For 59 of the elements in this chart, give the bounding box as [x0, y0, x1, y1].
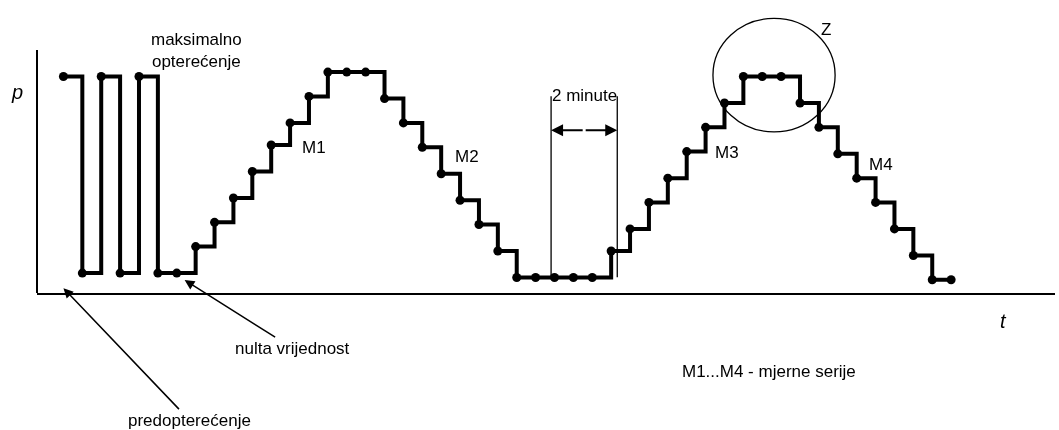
- point: [606, 246, 616, 256]
- point: [266, 140, 276, 150]
- point: [342, 67, 352, 77]
- point: [663, 173, 673, 183]
- point: [228, 193, 238, 203]
- text: predopterećenje: [128, 411, 251, 430]
- point: [701, 122, 711, 132]
- point: [361, 67, 371, 77]
- point: [134, 72, 144, 82]
- point: [455, 195, 465, 205]
- text: nulta vrijednost: [235, 339, 350, 358]
- point: [550, 273, 559, 283]
- point: [493, 246, 503, 256]
- point: [946, 275, 956, 285]
- point: [96, 72, 106, 82]
- point: [871, 197, 881, 207]
- point: [512, 273, 522, 283]
- point: [757, 72, 767, 82]
- point: [285, 118, 295, 128]
- point: [738, 72, 748, 82]
- point: [795, 98, 805, 108]
- point: [304, 91, 314, 101]
- point: [323, 67, 333, 77]
- point: [833, 149, 843, 159]
- point: [625, 224, 635, 234]
- text: M1...M4 - mjerne serije: [682, 362, 856, 381]
- point: [587, 273, 597, 283]
- point: [682, 147, 692, 157]
- y-axis-title: p: [11, 81, 24, 103]
- point: [436, 169, 446, 179]
- point: [889, 224, 899, 234]
- annotation: M3: [715, 143, 739, 162]
- point: [380, 94, 390, 104]
- point: [115, 268, 125, 278]
- point: [568, 273, 578, 283]
- annotation: M4: [869, 155, 893, 174]
- point: [927, 275, 937, 285]
- point: [153, 268, 163, 278]
- point: [814, 122, 824, 132]
- point: [417, 142, 427, 152]
- point: [474, 220, 484, 230]
- point: [776, 72, 786, 82]
- x-axis-title: t: [1000, 310, 1007, 332]
- point: [191, 242, 201, 252]
- point: [852, 173, 862, 183]
- point: [398, 118, 408, 128]
- point: [531, 273, 541, 283]
- text: Z: [821, 20, 832, 39]
- point: [77, 268, 87, 278]
- point: [58, 72, 68, 82]
- point: [172, 268, 182, 278]
- annotation: M2: [455, 147, 479, 166]
- point: [247, 167, 257, 176]
- point: [210, 217, 220, 227]
- text: maksimalno opterećenje: [151, 30, 242, 72]
- annotation: M1: [302, 138, 326, 157]
- annotation: 2 minute: [552, 86, 618, 105]
- point: [644, 197, 654, 207]
- point: [908, 250, 918, 260]
